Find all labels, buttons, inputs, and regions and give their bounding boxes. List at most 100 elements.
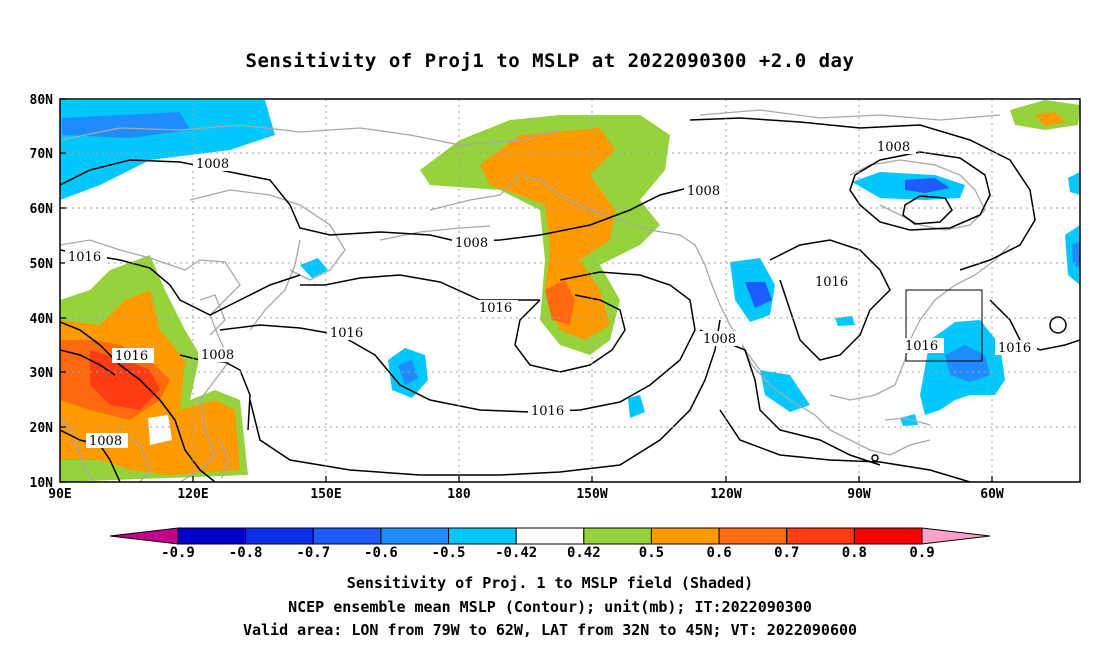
lon-label: 120W [710,487,741,502]
contour-label: 1016 [905,339,938,354]
lat-label: 10N [30,476,54,491]
colorbar-labels: -0.9 -0.8 -0.7 -0.6 -0.5 -0.42 0.42 0.5 … [161,545,935,561]
contour-small-circle2 [871,454,879,462]
contour-label-group: 1008 1016 1016 1008 1008 1016 1016 1008 … [65,139,1037,449]
lon-label: 180 [447,487,471,502]
coast-central-america [849,439,931,456]
contour-label: 1008 [687,184,720,199]
shade-blue-atlantic [945,345,990,382]
shade-darkorange-pacific [545,280,575,325]
latitude-labels: 80N 70N 60N 50N 40N 30N 20N 10N [30,93,54,491]
contour-1008-lab-outer [689,117,1036,271]
caption-shaded: Sensitivity of Proj. 1 to MSLP field (Sh… [346,574,754,592]
coast-philippines [219,439,229,479]
colorbar-label: -0.9 [161,545,195,561]
contour-label: 1008 [196,157,229,172]
lat-label: 30N [30,366,54,381]
valid-area-box [905,289,983,362]
longitude-labels: 90E 120E 150E 180 150W 120W 90W 60W [48,487,1004,502]
lon-label: 150E [310,487,341,502]
lat-label: 40N [30,312,54,327]
shade-blue-na-west [745,282,772,308]
colorbar-label: 0.9 [909,545,934,561]
coast-cuba [884,417,931,426]
colorbar-swatch [312,527,382,545]
shade-orange-ne [1035,112,1065,126]
shade-cyan-east [1065,225,1080,285]
coast-canada-north [699,109,1001,121]
coast-na-east [909,244,1011,341]
contour-label: 1008 [89,434,122,449]
contour-1016-outer [249,319,721,476]
lat-label: 80N [30,93,54,108]
colorbar-swatch [515,527,585,545]
contour-1016-south [719,409,971,482]
shade-blue-hudson [905,178,950,193]
coast-indochina [119,429,151,482]
map-title: Sensitivity of Proj1 to MSLP at 20220903… [245,50,855,72]
contour-1008-lab-low [849,151,991,231]
colorbar-label: 0.7 [774,545,799,561]
contour-label: 1016 [531,404,564,419]
contour-label: 1016 [815,275,848,290]
shade-cyan-ne-small [1068,172,1080,195]
contour-label: 1008 [455,236,488,251]
colorbar-swatch [448,527,517,545]
contour-label: 1016 [998,341,1031,356]
contour-1016-pacific [300,274,540,301]
contour-label: 1016 [68,250,101,265]
contour-label: 1008 [201,348,234,363]
colorbar-swatch [718,527,788,545]
coast-japan [249,239,301,331]
graticule [60,99,1080,482]
lat-label: 70N [30,147,54,162]
contour-small-circle [1049,316,1067,334]
lat-label: 20N [30,421,54,436]
coast-aleutian [379,225,491,241]
colorbar-label: 0.8 [842,545,867,561]
colorbar-swatch [245,527,314,545]
lon-label: 60W [980,487,1004,502]
colorbar-label: 0.5 [639,545,664,561]
shade-cyan-small1 [300,258,328,278]
coast-korea [199,294,226,336]
colorbar-swatch [380,527,450,545]
colorbar-swatch [786,527,855,545]
lon-label: 90W [847,487,871,502]
lon-label: 90E [48,487,71,502]
colorbar: -0.9 -0.8 -0.7 -0.6 -0.5 -0.42 0.42 0.5 … [109,527,991,561]
coast-gulf [829,339,911,401]
colorbar-swatch [177,527,247,545]
colorbar-label: 0.42 [567,545,601,561]
coast-asia-east [60,239,241,482]
contour-label: 1016 [330,326,363,341]
contour-1016-inner [514,294,626,373]
colorbar-label: -0.5 [432,545,466,561]
shade-blue-nw [62,112,190,138]
lon-label: 150W [576,487,607,502]
coast-alaska [429,174,681,236]
caption-valid-area: Valid area: LON from 79W to 62W, LAT fro… [242,621,858,639]
shade-cyan-small4 [900,414,918,426]
contour-1016-na [769,239,891,361]
lon-label: 120E [177,487,208,502]
colorbar-label: -0.42 [495,545,537,561]
lat-label: 50N [30,257,54,272]
contour-label: 1016 [479,301,512,316]
colorbar-label: -0.8 [229,545,263,561]
colorbar-left-arrow [109,527,179,545]
shade-red-asia [90,350,160,410]
contour-1016-high [219,271,696,413]
contour-label: 1008 [877,140,910,155]
colorbar-swatch [650,527,720,545]
colorbar-label: -0.6 [364,545,398,561]
coast-siberia [189,189,346,281]
contour-1008-arctic [60,159,701,243]
shade-cyan-gulf [760,370,810,412]
map-frame [59,98,1081,483]
colorbar-boxes [109,527,991,545]
contour-1016-asia [60,349,116,376]
tick-marks [60,98,993,483]
contour-label: 1008 [703,332,736,347]
